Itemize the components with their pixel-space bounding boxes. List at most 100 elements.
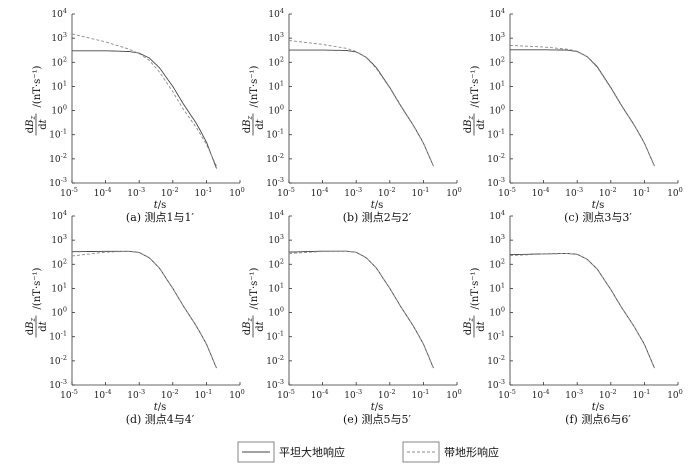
x-tick-label: 10-3 bbox=[344, 186, 362, 199]
chart-panel-f: 10-3 10-2 10-1 100 101 102 103 104 10-5 10-4 10-3 1… bbox=[463, 209, 683, 426]
y-tick-label: 10-3 bbox=[266, 378, 284, 391]
x-tick-label: 10-4 bbox=[532, 186, 550, 199]
x-tick-label: 10-1 bbox=[633, 186, 651, 199]
y-tick-label: 102 bbox=[268, 55, 284, 68]
legend-label-flat: 平坦大地响应 bbox=[279, 445, 345, 459]
svg-text:dt: dt bbox=[255, 320, 266, 331]
series-line-flat bbox=[510, 49, 655, 167]
x-tick-label: 10-5 bbox=[498, 388, 516, 401]
y-tick-label: 103 bbox=[268, 233, 284, 246]
x-tick-label: 10-2 bbox=[378, 388, 396, 401]
x-axis-label: t/s bbox=[592, 402, 605, 413]
x-tick-label: 10-3 bbox=[565, 186, 583, 199]
x-tick-label: 100 bbox=[229, 388, 245, 401]
panel-caption: (b) 测点2与2′ bbox=[343, 211, 412, 224]
y-tick-label: 102 bbox=[489, 55, 505, 68]
chart-panel-d: 10-3 10-2 10-1 100 101 102 103 104 10-5 10-4 10-3 1… bbox=[25, 209, 245, 426]
y-tick-label: 104 bbox=[489, 209, 505, 222]
x-tick-label: 10-3 bbox=[127, 388, 145, 401]
y-tick-label: 103 bbox=[489, 233, 505, 246]
x-tick-label: 10-3 bbox=[127, 186, 145, 199]
y-tick-label: 10-1 bbox=[49, 128, 67, 141]
y-tick-label: 10-1 bbox=[487, 330, 505, 343]
y-tick-label: 100 bbox=[489, 104, 505, 117]
y-tick-label: 103 bbox=[489, 31, 505, 44]
x-tick-label: 10-1 bbox=[195, 388, 213, 401]
legend-swatch-box bbox=[237, 441, 275, 463]
chart-panel-b: 10-3 10-2 10-1 100 101 102 103 104 10-5 10-4 10-3 1… bbox=[242, 7, 462, 224]
svg-text:/(nT·s⁻¹): /(nT·s⁻¹) bbox=[32, 65, 43, 107]
y-tick-label: 102 bbox=[51, 257, 67, 270]
chart-panel-a: 10-3 10-2 10-1 100 101 102 103 104 10-5 10-4 10-3 1… bbox=[25, 7, 245, 224]
x-tick-label: 100 bbox=[667, 388, 683, 401]
y-tick-label: 10-2 bbox=[266, 152, 284, 165]
panel-caption: (e) 测点5与5′ bbox=[343, 413, 412, 426]
x-tick-label: 10-1 bbox=[195, 186, 213, 199]
y-tick-label: 100 bbox=[268, 104, 284, 117]
y-tick-label: 104 bbox=[51, 7, 67, 20]
y-tick-label: 101 bbox=[268, 79, 284, 92]
y-tick-label: 100 bbox=[489, 306, 505, 319]
x-axis-label: t/s bbox=[371, 200, 384, 211]
svg-text:/(nT·s⁻¹): /(nT·s⁻¹) bbox=[249, 65, 260, 107]
y-tick-label: 10-3 bbox=[487, 176, 505, 189]
chart-panel-e: 10-3 10-2 10-1 100 101 102 103 104 10-5 10-4 10-3 1… bbox=[242, 209, 462, 426]
y-tick-label: 10-1 bbox=[487, 128, 505, 141]
chart-panel-c: 10-3 10-2 10-1 100 101 102 103 104 10-5 10-4 10-3 1… bbox=[463, 7, 683, 224]
svg-text:dBz: dBz bbox=[242, 115, 254, 133]
y-tick-label: 104 bbox=[268, 209, 284, 222]
y-tick-label: 103 bbox=[268, 31, 284, 44]
series-line-flat bbox=[72, 50, 217, 169]
x-tick-label: 10-4 bbox=[311, 186, 329, 199]
y-tick-label: 10-1 bbox=[49, 330, 67, 343]
series-line-topography bbox=[71, 250, 217, 369]
svg-text:/(nT·s⁻¹): /(nT·s⁻¹) bbox=[470, 267, 481, 309]
series-line-topography bbox=[71, 33, 217, 167]
y-tick-label: 104 bbox=[51, 209, 67, 222]
y-tick-label: 104 bbox=[489, 7, 505, 20]
x-tick-label: 100 bbox=[446, 388, 462, 401]
panel-caption: (a) 测点1与1′ bbox=[126, 211, 195, 224]
svg-text:/(nT·s⁻¹): /(nT·s⁻¹) bbox=[249, 267, 260, 309]
series-line-topography bbox=[509, 253, 655, 369]
series-line-flat bbox=[289, 49, 434, 167]
svg-text:dBz: dBz bbox=[463, 115, 475, 133]
y-tick-label: 102 bbox=[51, 55, 67, 68]
x-tick-label: 10-5 bbox=[60, 186, 78, 199]
x-tick-label: 10-3 bbox=[565, 388, 583, 401]
series-line-topography bbox=[288, 250, 434, 369]
x-axis-label: t/s bbox=[592, 200, 605, 211]
svg-text:dt: dt bbox=[38, 118, 49, 129]
y-tick-label: 101 bbox=[489, 79, 505, 92]
y-tick-label: 102 bbox=[268, 257, 284, 270]
y-tick-label: 100 bbox=[51, 104, 67, 117]
x-tick-label: 10-2 bbox=[161, 388, 179, 401]
svg-text:dt: dt bbox=[38, 320, 49, 331]
x-tick-label: 10-4 bbox=[94, 186, 112, 199]
y-tick-label: 10-2 bbox=[487, 354, 505, 367]
x-axis-label: t/s bbox=[154, 200, 167, 211]
y-tick-label: 103 bbox=[51, 31, 67, 44]
y-tick-label: 10-3 bbox=[487, 378, 505, 391]
x-tick-label: 10-4 bbox=[94, 388, 112, 401]
svg-text:dBz: dBz bbox=[242, 317, 254, 335]
x-tick-label: 10-5 bbox=[498, 186, 516, 199]
legend-swatch-box bbox=[402, 441, 440, 463]
x-tick-label: 10-5 bbox=[277, 186, 295, 199]
panel-caption: (d) 测点4与4′ bbox=[126, 413, 195, 426]
x-tick-label: 10-1 bbox=[412, 388, 430, 401]
series-line-flat bbox=[71, 250, 217, 369]
y-tick-label: 10-3 bbox=[266, 176, 284, 189]
svg-text:dBz: dBz bbox=[25, 115, 37, 133]
legend: 平坦大地响应 带地形响应 bbox=[237, 441, 499, 463]
x-tick-label: 10-4 bbox=[311, 388, 329, 401]
x-tick-label: 100 bbox=[229, 186, 245, 199]
x-tick-label: 10-2 bbox=[599, 388, 617, 401]
y-tick-label: 101 bbox=[489, 281, 505, 294]
x-tick-label: 10-3 bbox=[344, 388, 362, 401]
